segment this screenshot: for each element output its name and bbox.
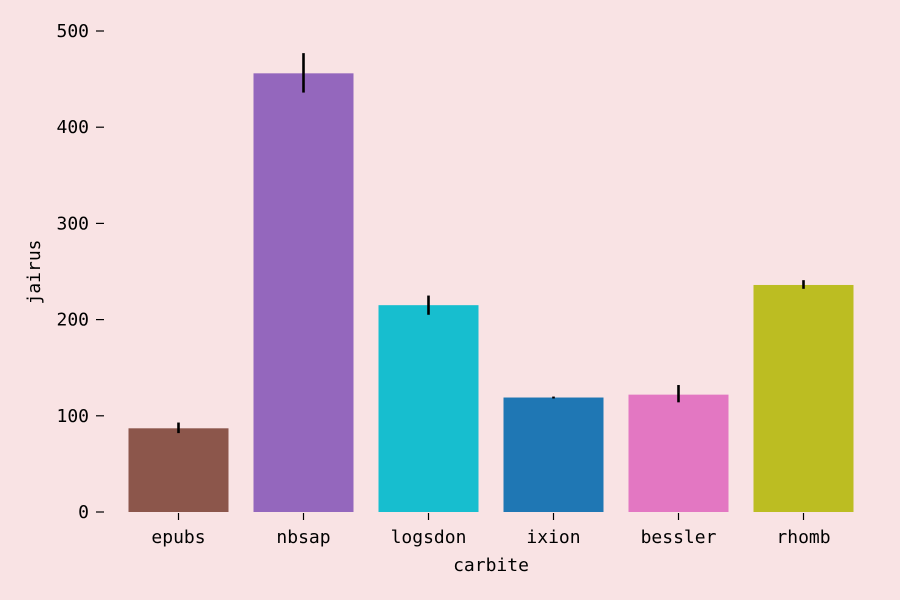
x-tick-label: ixion bbox=[526, 527, 580, 548]
y-tick-label: 100 bbox=[56, 406, 89, 427]
y-axis: 0 100 200 300 400 500 bbox=[56, 21, 104, 523]
x-tick-label: rhomb bbox=[776, 527, 830, 548]
y-tick-label: 500 bbox=[56, 21, 89, 42]
bar-logsdon bbox=[378, 305, 479, 512]
x-tick-label: logsdon bbox=[391, 527, 467, 548]
bars-group bbox=[128, 73, 854, 512]
bar-rhomb bbox=[753, 284, 854, 512]
error-bars-group bbox=[177, 53, 805, 434]
y-tick-label: 300 bbox=[56, 213, 89, 234]
x-tick-label: nbsap bbox=[276, 527, 330, 548]
y-tick-label: 200 bbox=[56, 310, 89, 331]
y-tick-label: 0 bbox=[78, 502, 89, 523]
x-tick-label: bessler bbox=[641, 527, 717, 548]
y-tick-label: 400 bbox=[56, 117, 89, 138]
x-axis: epubs nbsap logsdon ixion bessler rhomb bbox=[151, 513, 831, 548]
bar-epubs bbox=[128, 428, 229, 512]
bar-nbsap bbox=[253, 73, 354, 512]
bar-ixion bbox=[503, 397, 604, 512]
x-tick-label: epubs bbox=[151, 527, 205, 548]
x-axis-title: carbite bbox=[453, 555, 529, 576]
bar-bessler bbox=[628, 394, 729, 512]
y-axis-title: jairus bbox=[24, 239, 45, 304]
